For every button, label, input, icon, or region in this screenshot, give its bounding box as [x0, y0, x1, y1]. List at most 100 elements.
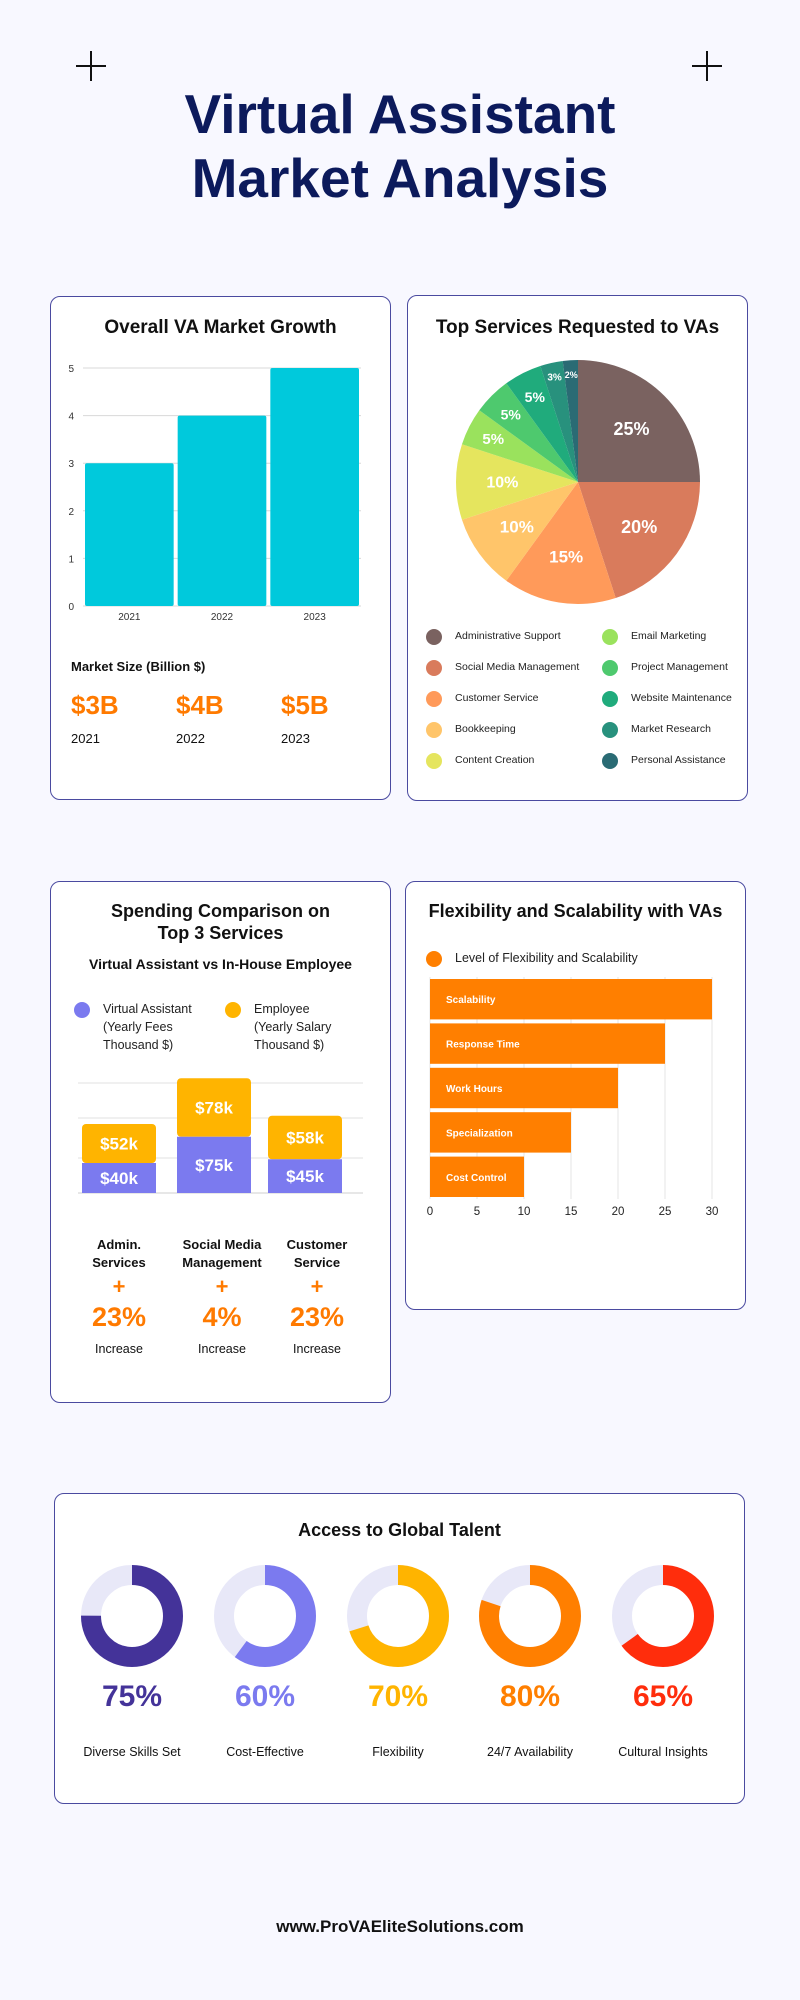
donut-fill [81, 1565, 183, 1667]
legend-label: Website Maintenance [631, 692, 732, 704]
y-tick-label: 4 [68, 412, 74, 423]
legend-dot [602, 722, 618, 738]
services-title: Top Services Requested to VAs [435, 317, 720, 338]
footer-url[interactable]: www.ProVAEliteSolutions.com [276, 1917, 524, 1936]
talent-percent: 70% [367, 1680, 429, 1713]
increase-percent: 23% [289, 1302, 345, 1332]
market-stat-value: $5B [281, 690, 329, 720]
y-tick-label: 1 [68, 554, 74, 565]
bar-response-time [430, 1023, 665, 1064]
legend-employee: Employee (Yearly Salary Thousand $) [254, 1002, 332, 1052]
market-stat-value: $4B [176, 690, 224, 720]
market-stat-year: 2023 [281, 731, 310, 746]
donut-chart [81, 1565, 183, 1667]
service-name: Services [92, 1255, 146, 1270]
talent-label: Diverse Skills Set [83, 1745, 181, 1759]
talent-percent: 60% [234, 1680, 296, 1713]
title-line-1: Virtual Assistant [184, 83, 616, 145]
pie-slice [479, 383, 578, 482]
legend-label: Market Research [631, 723, 711, 735]
talent-label: 24/7 Availability [487, 1745, 573, 1759]
legend-va: Virtual Assistant (Yearly Fees Thousand … [103, 1002, 192, 1052]
spending-subtitle: Virtual Assistant vs In-House Employee [89, 956, 352, 972]
bar-value-label: $45k [286, 1167, 324, 1186]
donut-fill [347, 1565, 449, 1667]
bar-2023 [270, 368, 359, 606]
increase-label: Increase [293, 1342, 341, 1356]
flexibility-legend-label: Level of Flexibility and Scalability [455, 951, 638, 965]
x-tick-label: 2022 [211, 612, 234, 623]
donut-chart [612, 1565, 714, 1667]
legend-label: Administrative Support [455, 630, 561, 642]
spending-title-2: Top 3 Services [157, 923, 284, 943]
x-tick-label: 25 [659, 1206, 672, 1218]
pie-value-label: 5% [501, 407, 522, 423]
legend-dot [426, 722, 442, 738]
pie-slice [461, 482, 578, 581]
market-growth-card: Overall VA Market Growth 0 1 2 3 4 5 2021 2022 2… [50, 296, 391, 800]
legend-dot [602, 629, 618, 645]
bar-category-label: Response Time [446, 1040, 520, 1051]
legend-label: Email Marketing [631, 630, 707, 642]
increase-label: Increase [95, 1342, 143, 1356]
spending-chart: $52k $40k $78k $75k $58k $45k [78, 1078, 363, 1194]
pie-value-label: 10% [486, 475, 518, 492]
talent-label: Flexibility [372, 1745, 424, 1759]
bar-virtual-assistant [268, 1159, 342, 1193]
x-tick-label: 0 [427, 1206, 433, 1218]
bar-work-hours [430, 1067, 618, 1109]
pie-slice [506, 482, 616, 604]
bar-2021 [85, 463, 174, 606]
flexibility-title: Flexibility and Scalability with VAs [428, 901, 723, 921]
bar-category-label: Specialization [446, 1128, 513, 1139]
flexibility-card: Flexibility and Scalability with VAs Lev… [405, 881, 746, 1310]
talent-label: Cost-Effective [226, 1745, 304, 1759]
increase-percent: 23% [91, 1302, 147, 1332]
x-tick-label: 2021 [118, 612, 141, 623]
service-name: Admin. [96, 1237, 142, 1252]
bar-specialization [430, 1112, 571, 1153]
plus-icon: + [112, 1274, 126, 1299]
market-size-label: Market Size (Billion $) [71, 659, 206, 674]
increase-percent: 4% [202, 1302, 242, 1332]
market-stat-value: $3B [71, 690, 119, 720]
flexibility-chart: 0 5 10 15 20 25 30 Scalability Response Time Work… [427, 977, 718, 1218]
pie-value-label: 10% [500, 517, 534, 536]
pie-slice [506, 365, 578, 482]
legend-label: Personal Assistance [631, 754, 726, 766]
increase-label: Increase [198, 1342, 246, 1356]
pie-slice [456, 444, 578, 520]
bar-category-label: Scalability [446, 995, 496, 1006]
legend-dot-va [74, 1002, 90, 1018]
y-tick-label: 5 [68, 364, 74, 375]
x-tick-label: 15 [565, 1206, 578, 1218]
pie-value-label: 20% [621, 517, 657, 537]
legend-dot [426, 691, 442, 707]
x-tick-label: 5 [474, 1206, 480, 1218]
spending-title-1: Spending Comparison on [111, 901, 330, 921]
services-card: Top Services Requested to VAs 25% 20% 15% 1… [407, 295, 748, 801]
bar-employee [177, 1078, 251, 1137]
talent-percent: 65% [632, 1680, 694, 1713]
y-tick-label: 2 [68, 507, 74, 518]
pie-value-label: 3% [547, 373, 562, 384]
bar-employee [82, 1124, 156, 1163]
bar-value-label: $78k [195, 1099, 233, 1118]
donut-fill [612, 1565, 714, 1667]
bar-cost-control [430, 1156, 524, 1197]
market-growth-chart: 0 1 2 3 4 5 2021 2022 2023 [68, 364, 361, 623]
pie-slice [540, 360, 578, 482]
legend-dot-employee [225, 1002, 241, 1018]
bar-value-label: $52k [100, 1135, 138, 1154]
bar-virtual-assistant [82, 1163, 156, 1193]
y-tick-label: 3 [68, 459, 74, 470]
donut-fill [479, 1565, 581, 1667]
legend-dot [426, 629, 442, 645]
bar-2022 [177, 415, 267, 606]
legend-dot [602, 753, 618, 769]
bar-value-label: $40k [100, 1169, 138, 1188]
bar-value-label: $58k [286, 1129, 324, 1148]
x-tick-label: 20 [612, 1206, 625, 1218]
legend-label: Social Media Management [455, 661, 580, 673]
legend-dot-flexibility [426, 951, 442, 967]
